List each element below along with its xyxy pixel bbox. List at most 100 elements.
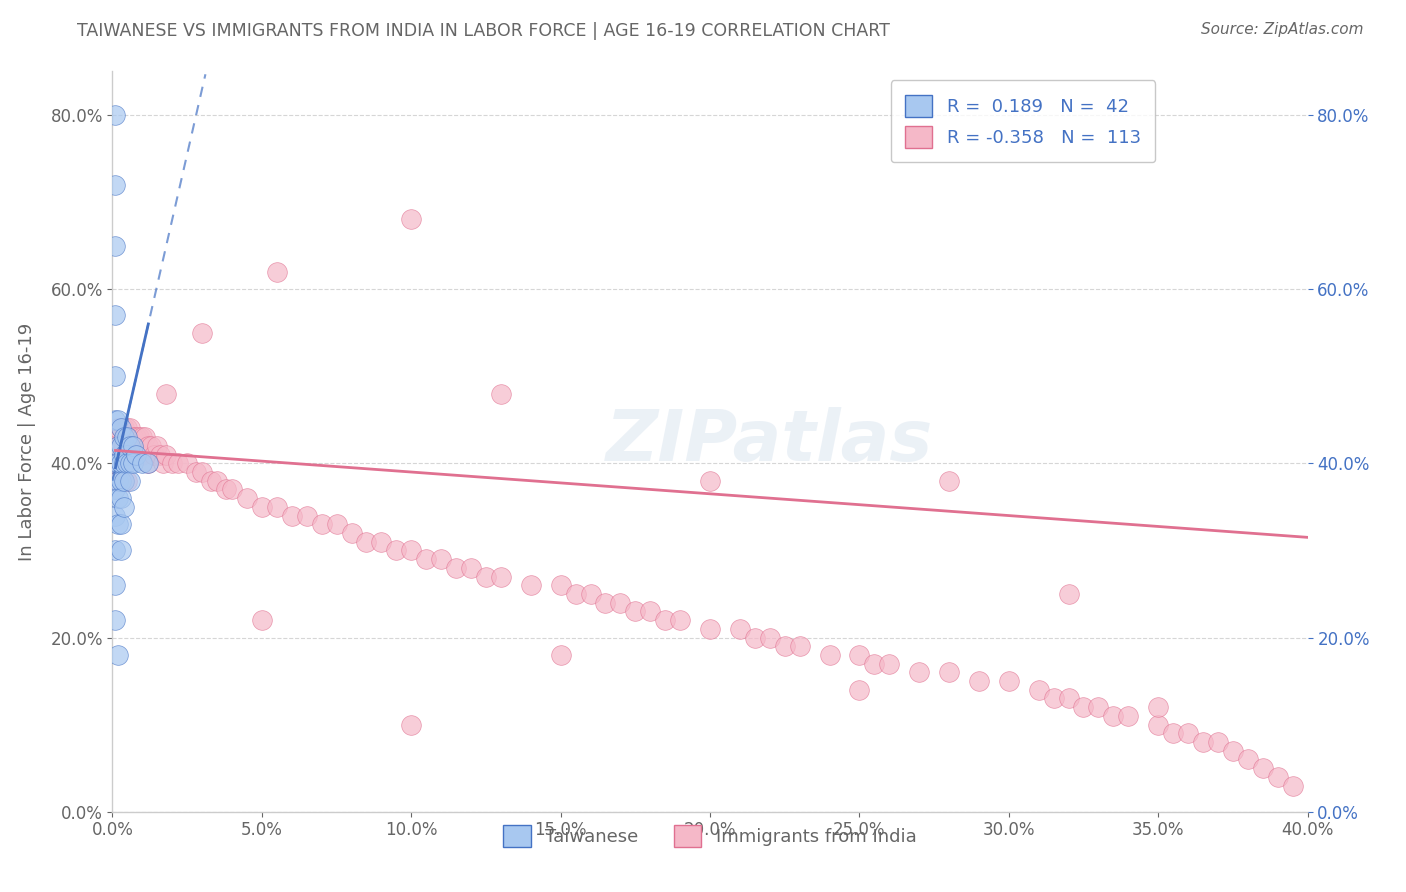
Point	[110, 474, 132, 488]
Point	[107, 491, 129, 505]
Point	[104, 578, 127, 592]
Text: TAIWANESE VS IMMIGRANTS FROM INDIA IN LABOR FORCE | AGE 16-19 CORRELATION CHART: TAIWANESE VS IMMIGRANTS FROM INDIA IN LA…	[77, 22, 890, 40]
Point	[654, 613, 676, 627]
Point	[125, 448, 148, 462]
Point	[938, 665, 960, 680]
Point	[143, 448, 166, 462]
Point	[908, 665, 931, 680]
Point	[107, 456, 129, 470]
Point	[125, 448, 148, 462]
Point	[444, 561, 467, 575]
Point	[110, 517, 132, 532]
Point	[104, 413, 127, 427]
Point	[1147, 717, 1170, 731]
Legend: Taiwanese, Immigrants from India: Taiwanese, Immigrants from India	[496, 818, 924, 855]
Point	[167, 456, 190, 470]
Point	[205, 474, 228, 488]
Point	[152, 456, 174, 470]
Point	[1281, 779, 1303, 793]
Point	[146, 439, 169, 453]
Point	[104, 108, 127, 122]
Point	[773, 639, 796, 653]
Point	[489, 569, 512, 583]
Point	[110, 456, 132, 470]
Point	[415, 552, 437, 566]
Point	[1147, 700, 1170, 714]
Point	[250, 500, 273, 514]
Point	[114, 474, 135, 488]
Point	[520, 578, 543, 592]
Point	[550, 578, 572, 592]
Point	[117, 456, 139, 470]
Point	[879, 657, 901, 671]
Point	[138, 456, 160, 470]
Point	[221, 483, 243, 497]
Point	[475, 569, 498, 583]
Point	[131, 448, 153, 462]
Point	[104, 543, 127, 558]
Point	[117, 430, 139, 444]
Point	[281, 508, 304, 523]
Point	[1118, 709, 1140, 723]
Point	[550, 648, 572, 662]
Point	[818, 648, 841, 662]
Point	[149, 448, 172, 462]
Point	[104, 308, 127, 322]
Point	[266, 500, 288, 514]
Point	[699, 474, 721, 488]
Point	[669, 613, 692, 627]
Point	[938, 474, 960, 488]
Point	[117, 421, 139, 435]
Point	[1177, 726, 1199, 740]
Point	[122, 456, 145, 470]
Point	[1042, 691, 1064, 706]
Point	[609, 596, 631, 610]
Point	[1028, 682, 1050, 697]
Point	[595, 596, 617, 610]
Point	[110, 543, 132, 558]
Point	[1161, 726, 1184, 740]
Point	[1237, 752, 1260, 766]
Point	[104, 456, 127, 470]
Point	[131, 430, 153, 444]
Point	[266, 265, 288, 279]
Point	[122, 448, 145, 462]
Point	[128, 448, 150, 462]
Point	[104, 483, 127, 497]
Point	[107, 439, 129, 453]
Point	[104, 238, 127, 252]
Point	[998, 674, 1021, 689]
Point	[120, 439, 142, 453]
Point	[107, 413, 129, 427]
Point	[1073, 700, 1095, 714]
Point	[215, 483, 238, 497]
Point	[340, 526, 363, 541]
Point	[104, 508, 127, 523]
Point	[114, 421, 135, 435]
Point	[107, 648, 129, 662]
Point	[120, 439, 142, 453]
Point	[236, 491, 259, 505]
Point	[1102, 709, 1125, 723]
Point	[110, 421, 132, 435]
Point	[114, 500, 135, 514]
Point	[401, 543, 423, 558]
Point	[176, 456, 198, 470]
Point	[744, 631, 766, 645]
Point	[110, 421, 132, 435]
Point	[191, 465, 214, 479]
Point	[120, 474, 142, 488]
Point	[1251, 761, 1274, 775]
Point	[107, 456, 129, 470]
Point	[125, 430, 148, 444]
Point	[120, 456, 142, 470]
Point	[114, 456, 135, 470]
Point	[295, 508, 318, 523]
Point	[1192, 735, 1215, 749]
Point	[789, 639, 811, 653]
Point	[107, 439, 129, 453]
Point	[120, 421, 142, 435]
Point	[114, 448, 135, 462]
Point	[863, 657, 886, 671]
Point	[114, 439, 135, 453]
